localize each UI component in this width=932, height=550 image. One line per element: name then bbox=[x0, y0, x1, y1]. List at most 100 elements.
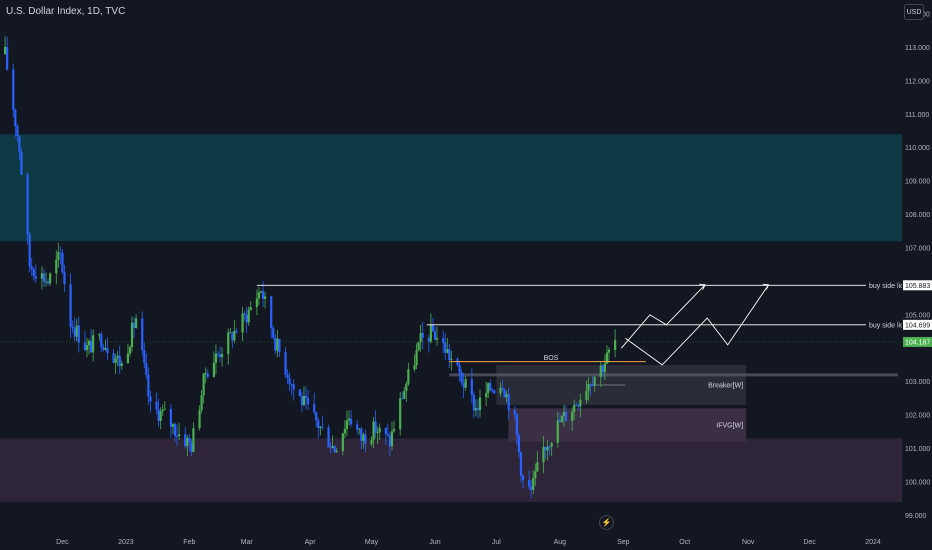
candle-body bbox=[607, 349, 611, 353]
candle-body bbox=[112, 353, 115, 363]
time-tick-label: 2023 bbox=[118, 539, 134, 546]
candle-body bbox=[243, 313, 246, 315]
candle-body bbox=[356, 424, 359, 430]
candle-body bbox=[364, 434, 367, 444]
candle-body bbox=[349, 418, 353, 425]
price-tick-label: 101.000 bbox=[905, 446, 930, 453]
candle-body bbox=[276, 338, 279, 351]
candle-body bbox=[478, 397, 482, 411]
candle-body bbox=[255, 298, 258, 308]
candle-body bbox=[169, 408, 173, 427]
candle-body bbox=[374, 421, 377, 433]
candle-body bbox=[218, 354, 222, 357]
price-tick-label: 113.000 bbox=[905, 45, 930, 52]
candle-body bbox=[370, 440, 373, 444]
candle-body bbox=[42, 273, 46, 282]
candle-body bbox=[114, 358, 117, 363]
candle-body bbox=[49, 273, 52, 284]
candle-body bbox=[599, 365, 602, 377]
candle-body bbox=[16, 125, 19, 137]
candle-body bbox=[159, 411, 162, 421]
projection-path-2-arrowhead bbox=[762, 283, 770, 290]
candle-body bbox=[413, 365, 416, 370]
candle-body bbox=[528, 479, 531, 487]
candle-body bbox=[20, 151, 23, 175]
candle-body bbox=[587, 384, 590, 391]
candle-body bbox=[192, 428, 195, 452]
liquidity-label: buy side liq bbox=[869, 283, 904, 290]
time-tick-label: Dec bbox=[803, 539, 816, 546]
lines-layer: buy side liq buy side liq BOS Breaker[W] IFV… bbox=[0, 283, 904, 430]
candle-body bbox=[417, 342, 420, 351]
candle-body bbox=[362, 434, 365, 441]
candle-body bbox=[530, 486, 533, 490]
candle-body bbox=[85, 345, 89, 351]
candle-body bbox=[564, 412, 568, 421]
lightning-icon[interactable]: ⚡ bbox=[599, 515, 614, 530]
candle-body bbox=[327, 427, 330, 448]
candle-body bbox=[6, 46, 9, 70]
bos-label: BOS bbox=[544, 355, 559, 362]
candle-body bbox=[214, 353, 218, 363]
time-tick-label: Mar bbox=[241, 539, 254, 546]
candle-body bbox=[573, 404, 576, 412]
time-tick-label: Jul bbox=[492, 539, 501, 546]
time-axis[interactable]: Dec 2023 Feb Mar Apr May Jun Jul Aug Sep Oct Nov Dec… bbox=[0, 534, 932, 550]
price-tick-label: 99.000 bbox=[905, 513, 927, 520]
candle-body bbox=[329, 447, 332, 449]
candle-body bbox=[145, 363, 148, 375]
candle-body bbox=[147, 374, 150, 397]
candle-body bbox=[272, 328, 275, 338]
candle-body bbox=[163, 408, 166, 410]
currency-button[interactable]: USD bbox=[904, 4, 924, 20]
candle-body bbox=[263, 296, 267, 299]
candle-body bbox=[431, 324, 435, 332]
candle-body bbox=[341, 433, 344, 452]
candle-body bbox=[155, 401, 158, 410]
time-tick-label: Apr bbox=[305, 539, 317, 546]
candle-body bbox=[491, 390, 494, 392]
candle-body bbox=[446, 349, 449, 353]
breaker-label: Breaker[W] bbox=[708, 382, 743, 389]
candle-body bbox=[343, 428, 347, 434]
candle-body bbox=[98, 334, 101, 336]
candle-body bbox=[386, 433, 389, 436]
candle-body bbox=[575, 404, 578, 406]
candle-body bbox=[229, 332, 232, 334]
candle-body bbox=[532, 478, 535, 490]
candle-body bbox=[444, 342, 447, 353]
candle-body bbox=[32, 269, 35, 276]
candle-body bbox=[106, 348, 109, 354]
candle-body bbox=[216, 353, 220, 355]
candle-body bbox=[75, 325, 78, 337]
candle-body bbox=[55, 259, 58, 274]
candle-body bbox=[462, 382, 465, 388]
projection-path-1-arrowhead bbox=[699, 283, 706, 290]
price-tick-label: 112.000 bbox=[905, 78, 930, 85]
candle-body bbox=[130, 322, 134, 348]
candle-body bbox=[259, 291, 263, 293]
candle-body bbox=[175, 435, 179, 437]
candle-body bbox=[261, 291, 265, 299]
projection-path-2 bbox=[625, 284, 769, 366]
candle-body bbox=[474, 408, 478, 411]
candle-body bbox=[464, 379, 467, 388]
candle-body bbox=[605, 352, 609, 364]
candle-body bbox=[304, 395, 308, 399]
candle-body bbox=[399, 398, 402, 430]
candle-body bbox=[317, 420, 320, 428]
candle-body bbox=[104, 348, 107, 350]
candle-body bbox=[390, 431, 394, 447]
candle-body bbox=[542, 446, 545, 463]
candle-body bbox=[517, 435, 521, 453]
price-tick-label: 100.000 bbox=[905, 479, 930, 486]
candle-body bbox=[558, 420, 561, 422]
candle-body bbox=[200, 395, 203, 411]
candle-body bbox=[3, 46, 7, 55]
candle-body bbox=[493, 390, 496, 394]
candle-body bbox=[503, 389, 506, 398]
candle-body bbox=[249, 307, 252, 310]
price-axis[interactable]: 114.000113.000112.000111.000110.000109.0… bbox=[902, 0, 932, 550]
candle-body bbox=[315, 411, 318, 421]
